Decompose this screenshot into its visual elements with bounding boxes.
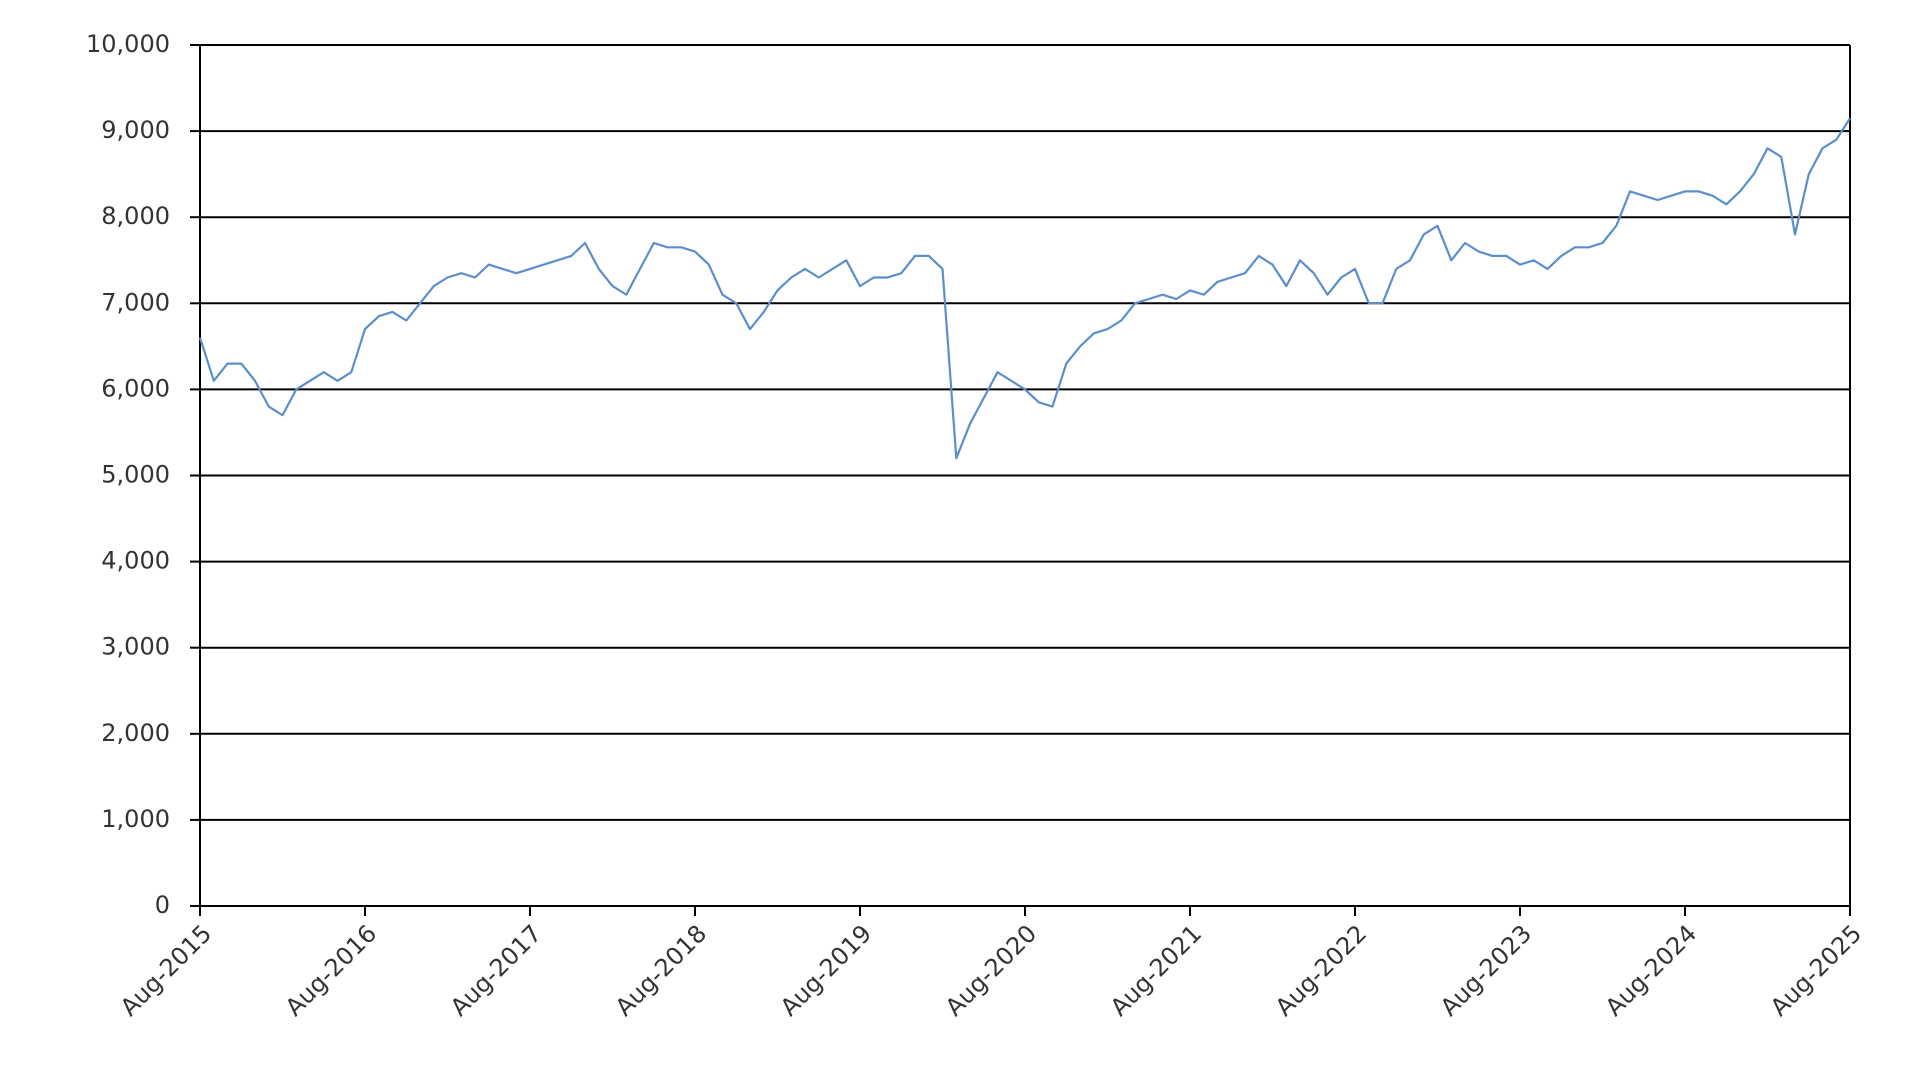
y-tick-label: 6,000 (101, 374, 170, 402)
x-tick-label: Aug-2018 (610, 919, 712, 1021)
x-tick-label: Aug-2025 (1765, 919, 1867, 1021)
x-tick-label: Aug-2017 (445, 919, 547, 1021)
y-tick-label: 4,000 (101, 547, 170, 575)
x-tick-label: Aug-2023 (1435, 919, 1537, 1021)
y-tick-label: 9,000 (101, 116, 170, 144)
x-tick-label: Aug-2015 (115, 919, 217, 1021)
y-tick-label: 10,000 (86, 30, 170, 58)
data-line (198, 117, 1851, 460)
x-tick-label: Aug-2021 (1105, 919, 1207, 1021)
x-tick-label: Aug-2022 (1270, 919, 1372, 1021)
y-tick-label: 1,000 (101, 805, 170, 833)
x-tick-label: Aug-2020 (940, 919, 1042, 1021)
y-tick-label: 0 (155, 891, 170, 919)
x-tick-label: Aug-2024 (1600, 919, 1702, 1021)
x-tick-label: Aug-2016 (280, 919, 382, 1021)
y-tick-label: 8,000 (101, 202, 170, 230)
y-tick-label: 3,000 (101, 633, 170, 661)
y-tick-label: 5,000 (101, 461, 170, 489)
y-tick-label: 2,000 (101, 719, 170, 747)
x-tick-label: Aug-2019 (775, 919, 877, 1021)
y-tick-label: 7,000 (101, 288, 170, 316)
